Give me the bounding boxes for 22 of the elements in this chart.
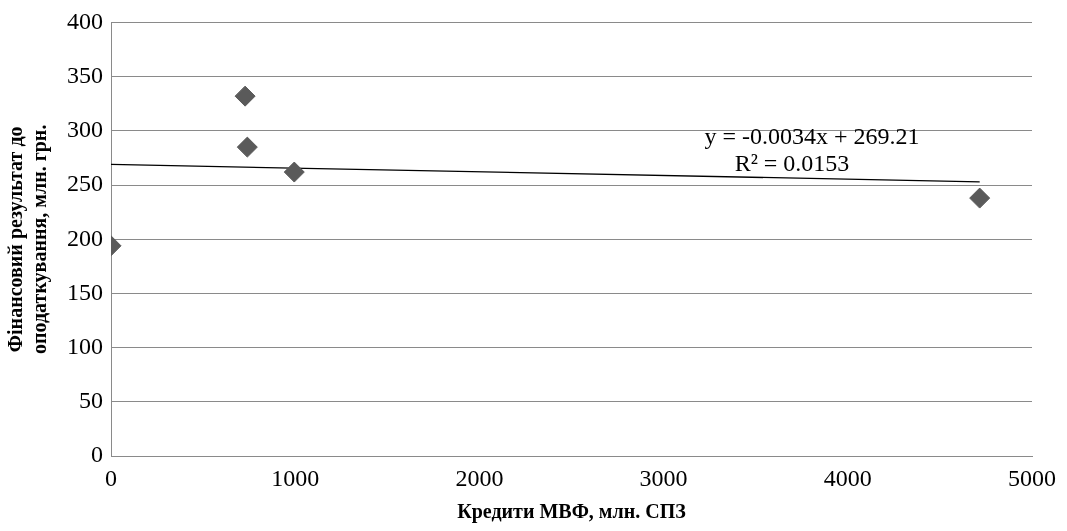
- point: [234, 85, 256, 107]
- y-tick-label: 100: [67, 333, 103, 360]
- point: [236, 136, 258, 158]
- x-tick-label: 1000: [271, 464, 320, 491]
- x-axis-title: Кредити МВФ, млн. СПЗ: [457, 500, 687, 524]
- y-axis-title: Фінансовий результат до оподаткування, млн. грн.: [4, 124, 52, 354]
- point: [283, 161, 305, 183]
- annotation: R² = 0.0153: [734, 149, 850, 176]
- y-tick-label: 350: [67, 61, 103, 88]
- x-tick-label: 2000: [455, 464, 504, 491]
- y-tick-label: 0: [91, 441, 103, 468]
- point: [969, 187, 991, 209]
- y-tick-label: 150: [67, 278, 103, 305]
- x-tick-label: 4000: [823, 464, 872, 491]
- y-tick-label: 400: [67, 7, 103, 34]
- annotation: y = -0.0034x + 269.21: [704, 122, 920, 149]
- y-tick-label: 250: [67, 170, 103, 197]
- y-tick-label: 300: [67, 116, 103, 143]
- y-tick-label: 200: [67, 224, 103, 251]
- x-tick-label: 3000: [639, 464, 688, 491]
- y-tick-label: 50: [79, 387, 103, 414]
- x-tick-label: 5000: [1008, 464, 1056, 491]
